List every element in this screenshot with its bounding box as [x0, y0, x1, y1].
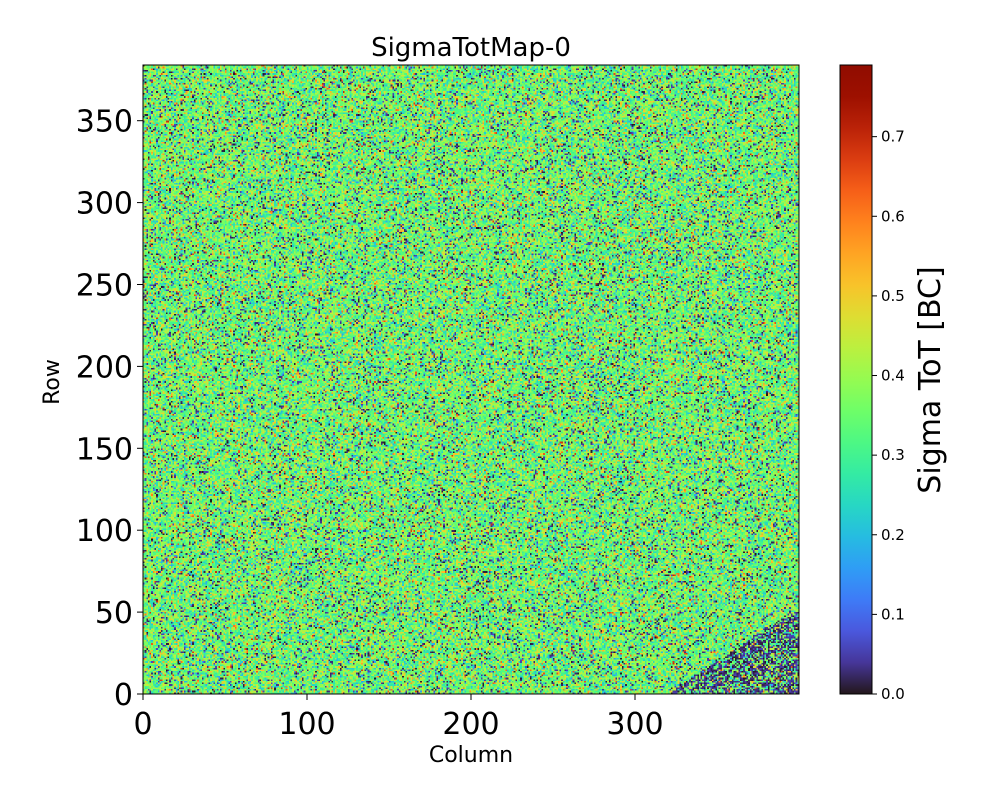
x-tick-label: 200 — [442, 707, 499, 742]
x-tick-label: 100 — [278, 707, 335, 742]
y-tick-label: 100 — [76, 514, 133, 549]
colorbar-tick-label: 0.2 — [881, 526, 905, 544]
colorbar-tick-label: 0.7 — [881, 128, 905, 146]
y-tick-label: 250 — [76, 268, 133, 303]
x-axis-label: Column — [429, 743, 513, 768]
colorbar-tick-label: 0.4 — [881, 367, 905, 385]
colorbar: 0.0 0.1 0.2 0.3 0.4 0.5 0.6 0.7 Sigma ToT [BC] — [839, 64, 948, 703]
colorbar-tick-label: 0.0 — [881, 685, 905, 703]
y-tick-label: 300 — [76, 187, 133, 222]
heatmap-plot-area — [142, 64, 800, 695]
colorbar-tick-label: 0.5 — [881, 287, 905, 305]
x-tick-label: 300 — [606, 707, 663, 742]
y-axis-label: Row — [40, 359, 65, 405]
colorbar-tick-label: 0.1 — [881, 605, 905, 623]
y-tick-label: 350 — [76, 105, 133, 140]
y-tick-label: 150 — [76, 432, 133, 467]
chart-title: SigmaTotMap-0 — [371, 33, 571, 63]
x-axis-ticks: 0 100 200 300 — [133, 694, 664, 742]
colorbar-ticks: 0.0 0.1 0.2 0.3 0.4 0.5 0.6 0.7 — [872, 128, 905, 703]
colorbar-tick-label: 0.3 — [881, 446, 905, 464]
colorbar-gradient — [839, 64, 873, 695]
y-tick-label: 0 — [114, 678, 133, 713]
heatmap-image-wrapper — [143, 65, 799, 694]
colorbar-label: Sigma ToT [BC] — [913, 266, 948, 493]
x-tick-label: 0 — [133, 707, 152, 742]
heatmap-canvas — [143, 65, 799, 694]
y-tick-label: 50 — [95, 596, 133, 631]
y-tick-label: 200 — [76, 350, 133, 385]
colorbar-tick-label: 0.6 — [881, 207, 905, 225]
y-axis-ticks: 0 50 100 150 200 250 300 350 — [76, 105, 143, 713]
